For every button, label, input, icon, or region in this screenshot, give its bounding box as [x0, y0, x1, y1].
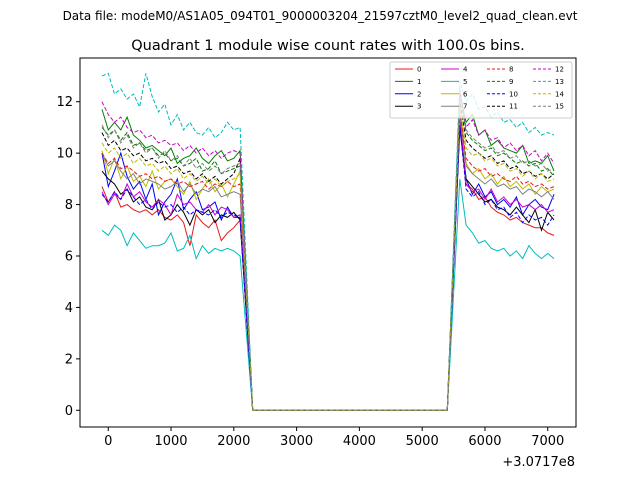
y-tick-label: 10 — [56, 147, 73, 162]
series-line-15 — [101, 96, 555, 411]
legend-label-15: 15 — [555, 103, 564, 111]
x-offset-label: +3.0717e8 — [502, 455, 575, 470]
legend-label-14: 14 — [555, 90, 564, 98]
legend-label-1: 1 — [417, 78, 421, 86]
legend-label-13: 13 — [555, 78, 564, 86]
series-line-10 — [101, 124, 555, 411]
y-tick-label: 12 — [56, 95, 73, 110]
series-line-13 — [101, 72, 555, 411]
legend-box — [389, 61, 573, 119]
legend-label-3: 3 — [417, 103, 421, 111]
suptitle: Data file: modeM0/AS1A05_094T01_90000032… — [63, 9, 578, 23]
series-line-8 — [101, 111, 555, 411]
legend-label-6: 6 — [463, 90, 468, 98]
y-axis: 0 2 4 6 8 10 12 — [56, 95, 80, 419]
legend-label-2: 2 — [417, 90, 421, 98]
legend-label-10: 10 — [509, 90, 518, 98]
series-line-7 — [101, 114, 555, 411]
x-tick-label: 4000 — [343, 434, 376, 449]
y-tick-label: 6 — [65, 250, 73, 265]
legend-label-7: 7 — [463, 103, 467, 111]
x-tick-label: 3000 — [280, 434, 313, 449]
series-line-2 — [101, 127, 555, 411]
series-line-9 — [101, 91, 555, 411]
y-tick-label: 0 — [65, 404, 73, 419]
series-line-4 — [101, 117, 555, 411]
x-tick-label: 1000 — [154, 434, 187, 449]
series-line-11 — [101, 101, 555, 411]
legend-label-12: 12 — [555, 66, 564, 74]
series-line-0 — [101, 127, 555, 411]
series-line-6 — [101, 104, 555, 411]
x-tick-label: 0 — [104, 434, 112, 449]
series-line-14 — [101, 106, 555, 411]
chart-title: Quadrant 1 module wise count rates with … — [131, 38, 525, 54]
y-tick-label: 4 — [65, 301, 73, 316]
series-line-1 — [101, 93, 555, 411]
y-tick-label: 2 — [65, 352, 73, 367]
series-line-12 — [101, 88, 555, 411]
y-tick-label: 8 — [65, 198, 73, 213]
legend-label-11: 11 — [509, 103, 518, 111]
x-tick-label: 7000 — [531, 434, 564, 449]
x-axis: 0 1000 2000 3000 4000 5000 6000 7000 — [104, 427, 564, 449]
legend-label-9: 9 — [509, 78, 513, 86]
legend-label-4: 4 — [463, 66, 468, 74]
axes-frame — [79, 57, 577, 428]
x-tick-label: 2000 — [217, 434, 250, 449]
legend-label-0: 0 — [417, 66, 421, 74]
plot-area — [101, 72, 555, 411]
series-line-3 — [101, 122, 555, 411]
x-tick-label: 5000 — [406, 434, 439, 449]
series-line-5 — [101, 178, 555, 411]
legend-label-8: 8 — [509, 66, 513, 74]
x-tick-label: 6000 — [468, 434, 501, 449]
legend-label-5: 5 — [463, 78, 467, 86]
